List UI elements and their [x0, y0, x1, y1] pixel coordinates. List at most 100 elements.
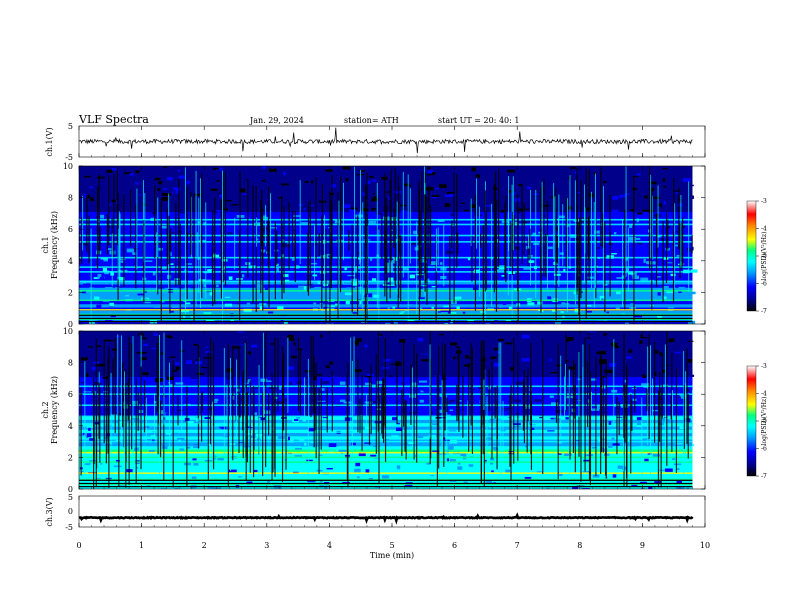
spectrogram-cell: [378, 334, 383, 336]
spectrogram-cell: [152, 271, 156, 276]
spectrogram-row: [79, 179, 693, 183]
spectrogram-cell: [390, 193, 397, 196]
spectrogram-cell: [112, 337, 120, 340]
spectrogram-cell: [621, 275, 626, 279]
spectrogram-cell: [565, 332, 574, 336]
spectrogram-band: [79, 313, 693, 316]
spectrogram-cell: [153, 453, 161, 456]
spectrogram-cell: [263, 410, 271, 415]
spectrogram-cell: [616, 291, 621, 295]
spectrogram-cell: [107, 295, 115, 300]
spectrogram-cell: [419, 285, 423, 289]
spectrogram-cell: [524, 444, 528, 448]
spectrogram-row: [79, 462, 693, 467]
spectrogram-cell: [388, 277, 394, 282]
spectrogram-cell: [448, 461, 455, 466]
spectrogram-cell: [487, 181, 492, 185]
x-axis-label: Time (min): [370, 551, 414, 560]
y-tick-label: 10: [63, 162, 73, 171]
spectrogram-cell: [152, 371, 160, 376]
spectrogram-cell: [350, 361, 353, 365]
spectrogram-cell: [202, 343, 209, 348]
spectrogram-cell: [251, 344, 258, 348]
spectrogram-cell: [394, 184, 399, 187]
spectrogram-cell: [364, 269, 373, 273]
spectrogram-cell: [160, 488, 167, 489]
spectrogram-cell: [253, 356, 259, 361]
spectrogram-cell: [203, 371, 210, 375]
spectrogram-cell: [484, 204, 492, 207]
spectrogram-cell: [216, 284, 219, 288]
spectrogram-cell: [82, 432, 86, 435]
ch2-colorbar: [746, 365, 757, 477]
spectrogram-cell: [115, 439, 121, 442]
spectrogram-cell: [533, 399, 542, 402]
spectrogram-cell: [200, 376, 207, 380]
spectrogram-cell: [630, 209, 634, 211]
spectrogram-cell: [272, 405, 276, 409]
spectrogram-cell: [626, 356, 632, 359]
spectrogram-cell: [504, 408, 513, 410]
spectrogram-cell: [642, 374, 646, 378]
spectrogram-cell: [553, 418, 562, 422]
spectrogram-cell: [435, 250, 439, 254]
spectrogram-cell: [528, 432, 536, 434]
spectrogram-cell: [79, 173, 83, 177]
spectrogram-cell: [377, 335, 381, 337]
spectrogram-cell: [354, 267, 358, 272]
spectrogram-cell: [537, 301, 543, 305]
spectrogram-cell: [671, 459, 674, 461]
spectrogram-cell: [174, 487, 179, 489]
spectrogram-cell: [301, 445, 310, 447]
spectrogram-cell: [540, 267, 549, 270]
spectrogram-cell: [131, 400, 138, 405]
spectrogram-cell: [286, 323, 294, 324]
spectrogram-cell: [135, 170, 140, 174]
spectrogram-cell: [399, 312, 404, 315]
x-tick-label: 9: [640, 541, 645, 550]
x-tick-label: 5: [389, 541, 394, 550]
spectrogram-cell: [342, 341, 349, 345]
spectrogram-cell: [443, 176, 452, 181]
spectrogram-cell: [142, 301, 151, 304]
spectrogram-cell: [169, 310, 174, 313]
spectrogram-cell: [429, 411, 434, 414]
spectrogram-cell: [519, 466, 524, 469]
spectrogram-cell: [177, 169, 181, 172]
spectrogram-cell: [525, 219, 533, 223]
spectrogram-cell: [626, 268, 629, 273]
spectrogram-cell: [387, 284, 395, 286]
spectrogram-cell: [427, 170, 434, 174]
spectrogram-cell: [401, 196, 404, 201]
spectrogram-cell: [298, 438, 305, 441]
spectrogram-cell: [544, 251, 549, 255]
y-tick-label: 8: [68, 194, 73, 203]
spectrogram-cell: [259, 305, 263, 310]
spectrogram-cell: [661, 238, 664, 241]
spectrogram-cell: [181, 310, 189, 313]
spectrogram-cell: [104, 319, 113, 322]
spectrogram-cell: [214, 182, 219, 185]
spectrogram-cell: [200, 410, 206, 413]
spectrogram-cell: [140, 205, 148, 209]
spectrogram-cell: [102, 361, 105, 363]
spectrogram-cell: [656, 276, 661, 278]
spectrogram-cell: [582, 166, 587, 169]
spectrogram-low-band: [79, 482, 693, 485]
spectrogram-cell: [637, 421, 642, 426]
spectrogram-cell: [113, 241, 117, 244]
spectrogram-cell: [95, 478, 101, 480]
y-tick-label: 0: [68, 485, 73, 494]
spectrogram-cell: [463, 403, 470, 405]
spectrogram-cell: [559, 472, 563, 477]
spectrogram-cell: [283, 171, 286, 176]
spectrogram-cell: [166, 335, 171, 338]
spectrogram-cell: [640, 277, 649, 282]
spectrogram-cell: [594, 426, 600, 430]
spectrogram-cell: [317, 280, 320, 285]
spectrogram-cell: [267, 180, 274, 184]
spectrogram-cell: [446, 414, 451, 416]
spectrogram-cell: [661, 384, 668, 387]
spectrogram-cell: [135, 467, 139, 469]
spectrogram-cell: [245, 425, 253, 428]
